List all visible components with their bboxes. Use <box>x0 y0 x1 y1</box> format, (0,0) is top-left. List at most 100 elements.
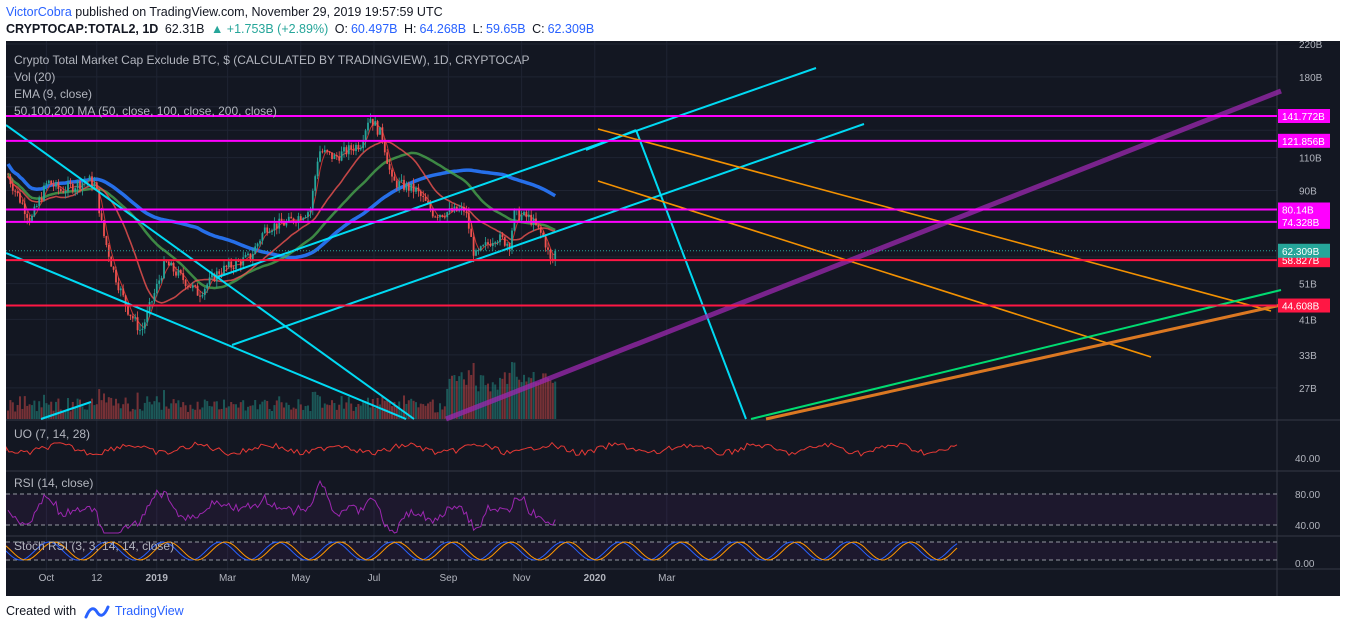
candle-body <box>446 212 449 218</box>
volume-bar <box>189 404 192 419</box>
candle-body <box>47 180 50 184</box>
volume-bar <box>455 380 458 419</box>
channel-up-lower-line <box>231 123 865 346</box>
volume-bar <box>448 378 451 419</box>
candle-body <box>290 216 293 219</box>
candle-body <box>62 191 65 193</box>
candle-body <box>302 217 305 220</box>
volume-bar <box>319 396 321 419</box>
volume-bar <box>472 362 475 419</box>
volume-bar <box>112 405 115 419</box>
volume-bar <box>184 405 187 419</box>
candle-body <box>57 182 60 189</box>
x-tick-label: Oct <box>39 573 55 584</box>
candle-body <box>352 149 355 152</box>
volume-bar <box>177 400 180 419</box>
volume-bar <box>400 409 403 419</box>
candle-body <box>472 236 475 256</box>
green-uptrend-line <box>750 289 1282 420</box>
volume-bar <box>443 406 446 419</box>
orange-downtrend-upper <box>597 128 1272 312</box>
volume-bar <box>187 411 189 419</box>
candle-body <box>199 295 201 297</box>
volume-bar <box>235 404 237 419</box>
volume-bar <box>11 402 14 419</box>
candle-body <box>443 216 446 218</box>
y-tick-label: 220B <box>1299 41 1323 51</box>
candle-body <box>311 190 314 211</box>
symbol-line: CRYPTOCAP:TOTAL2, 1D 62.31B ▲ +1.753B (+… <box>6 21 597 38</box>
candle-body <box>475 250 477 256</box>
candle-body <box>31 215 33 222</box>
candle-body <box>256 243 259 247</box>
high-value: 64.268B <box>419 22 467 36</box>
candle-body <box>131 316 134 319</box>
candle-body <box>487 242 489 244</box>
volume-bar <box>295 408 297 419</box>
candle-body <box>489 243 492 246</box>
volume-bar <box>506 383 509 419</box>
volume-bar <box>427 403 429 419</box>
candle-body <box>38 197 41 206</box>
candle-body <box>292 218 295 223</box>
candle-body <box>45 183 48 186</box>
level-label-bg <box>1278 109 1330 124</box>
author-link[interactable]: VictorCobra <box>6 5 72 19</box>
candle-body <box>136 317 139 331</box>
close-label: C: <box>532 22 545 36</box>
candle-body <box>117 282 120 291</box>
candle-body <box>434 216 437 218</box>
candle-body <box>417 187 420 192</box>
tradingview-brand-link[interactable]: TradingView <box>114 604 184 618</box>
volume-bar <box>50 401 53 419</box>
candle-body <box>143 322 146 329</box>
candle-body <box>520 215 523 221</box>
candle-body <box>499 234 501 243</box>
last-price-label-bg <box>1278 243 1330 258</box>
volume-bar <box>43 394 45 419</box>
volume-bar <box>527 377 530 419</box>
level-label-bg <box>1278 214 1330 229</box>
candle-body <box>155 283 158 294</box>
volume-bar <box>263 399 266 419</box>
volume-bar <box>33 400 36 419</box>
candle-body <box>328 151 331 153</box>
candle-body <box>381 127 384 140</box>
chart-frame[interactable]: 141.772B 121.856B 80.14B 74.328B 58.827B 44.6… <box>6 41 1340 596</box>
volume-bar <box>547 378 549 419</box>
rsi-tick-label: 40.00 <box>1295 521 1320 532</box>
volume-bar <box>523 374 525 419</box>
volume-bar <box>127 403 129 419</box>
volume-bar <box>429 401 432 419</box>
volume-bar <box>199 409 201 419</box>
candle-body <box>91 176 93 187</box>
candle-body <box>227 261 230 267</box>
candle-body <box>141 328 144 330</box>
volume-bar <box>393 401 396 419</box>
volume-bar <box>395 405 398 419</box>
volume-bar <box>211 406 213 419</box>
volume-bar <box>256 409 259 419</box>
volume-bar <box>67 398 69 419</box>
candle-body <box>225 265 228 267</box>
volume-bar <box>412 400 415 419</box>
volume-bar <box>261 401 264 419</box>
candle-body <box>268 232 271 234</box>
candle-body <box>100 213 103 221</box>
candle-body <box>261 233 264 241</box>
volume-bar <box>403 395 405 419</box>
volume-bar <box>227 406 230 419</box>
candle-body <box>470 228 473 237</box>
volume-bar <box>415 402 417 419</box>
candle-body <box>439 214 441 218</box>
y-tick-label: 51B <box>1299 280 1317 291</box>
volume-bar <box>69 411 72 419</box>
candle-body <box>307 212 309 217</box>
candle-body <box>335 155 338 157</box>
candle-body <box>211 274 213 278</box>
volume-bar <box>316 394 319 419</box>
candle-body <box>64 191 67 193</box>
x-tick-label: Mar <box>219 573 237 584</box>
candle-body <box>127 306 129 315</box>
